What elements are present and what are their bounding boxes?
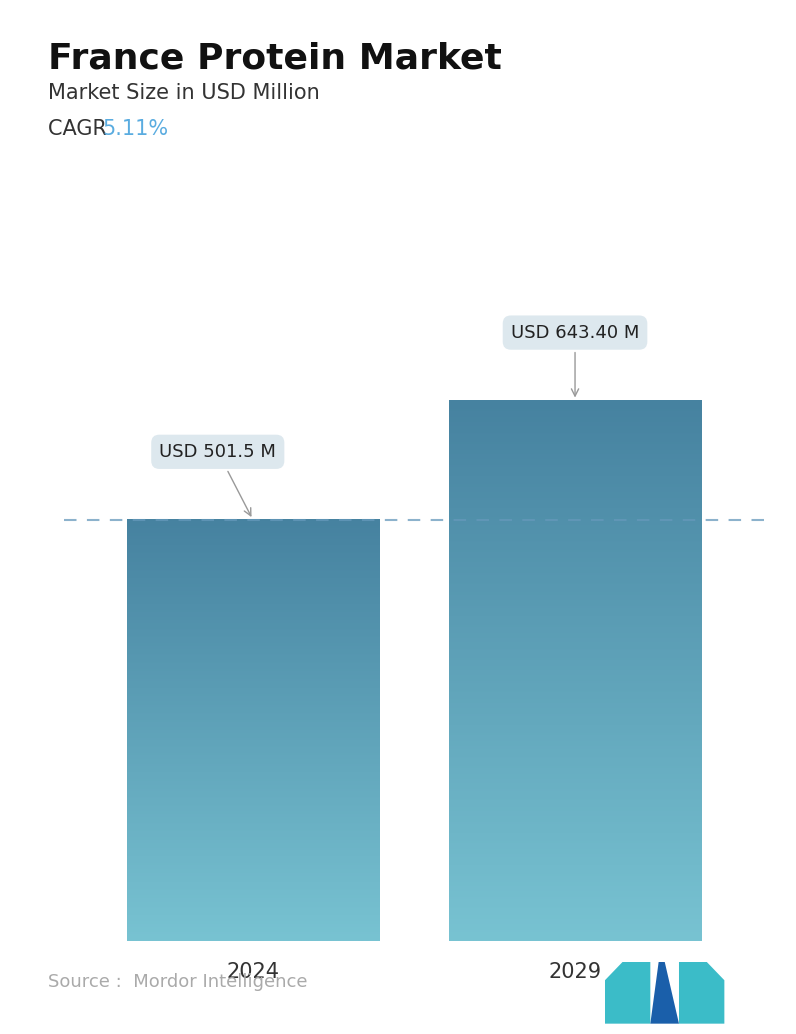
Text: Market Size in USD Million: Market Size in USD Million xyxy=(48,83,319,102)
Text: USD 501.5 M: USD 501.5 M xyxy=(159,443,276,516)
Text: USD 643.40 M: USD 643.40 M xyxy=(511,324,639,396)
Text: CAGR: CAGR xyxy=(48,119,113,139)
Text: 5.11%: 5.11% xyxy=(102,119,168,139)
Text: Source :  Mordor Intelligence: Source : Mordor Intelligence xyxy=(48,973,307,991)
Polygon shape xyxy=(650,962,679,1024)
Polygon shape xyxy=(605,962,650,1024)
Text: France Protein Market: France Protein Market xyxy=(48,41,501,75)
Polygon shape xyxy=(679,962,724,1024)
